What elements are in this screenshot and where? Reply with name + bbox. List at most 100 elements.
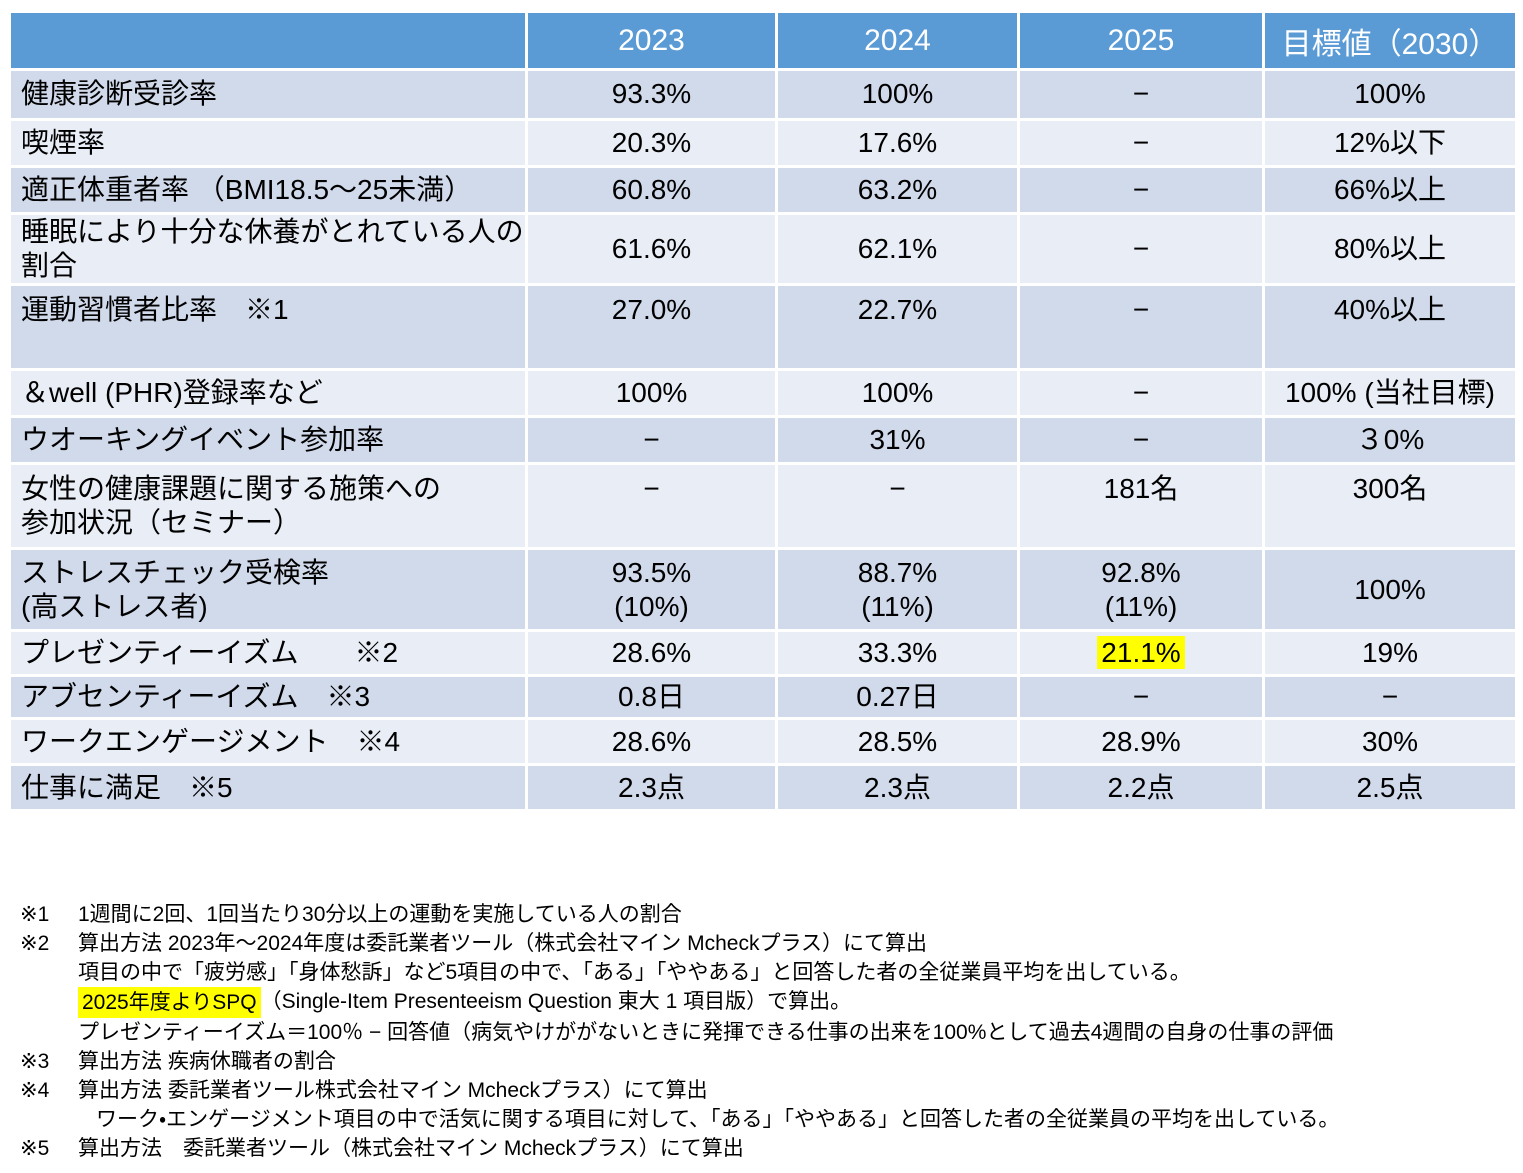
footnote-line: ※2 算出方法 2023年～2024年度は委託業者ツール（株式会社マイン Mche… — [20, 929, 1510, 958]
footnote-line: ※5 算出方法 委託業者ツール（株式会社マイン Mcheckプラス）にて算出 — [20, 1134, 1510, 1163]
value-cell: ３0% — [1262, 415, 1518, 466]
value-cell: 100% — [775, 368, 1020, 419]
table-row: アブセンティーイズム ※3 0.8日 0.27日 − − — [8, 674, 1518, 721]
footnote-highlighted-text: 2025年度よりSPQ — [78, 987, 261, 1018]
value-cell: − — [1017, 68, 1265, 121]
footnote-text: 算出方法 2023年～2024年度は委託業者ツール（株式会社マイン Mcheck… — [78, 932, 928, 955]
value-cell: 63.2% — [775, 165, 1020, 215]
footnote-text: 算出方法 疾病休職者の割合 — [78, 1050, 336, 1073]
row-label: ウオーキングイベント参加率 — [8, 415, 528, 466]
value-cell: 92.8% (11%) — [1017, 547, 1265, 633]
footnote-marker — [20, 987, 78, 1018]
value-cell: 61.6% — [525, 211, 778, 287]
value-cell: 0.8日 — [525, 674, 778, 721]
value-cell: 0.27日 — [775, 674, 1020, 721]
value-cell: 100% — [1262, 68, 1518, 121]
footnote-text: 算出方法 委託業者ツール（株式会社マイン Mcheckプラス）にて算出 — [78, 1137, 744, 1160]
table-row: ウオーキングイベント参加率 −31% −３0% — [8, 415, 1518, 466]
value-cell: 100% — [1262, 547, 1518, 633]
table-row: 喫煙率 20.3% 17.6% −12%以下 — [8, 118, 1518, 168]
value-cell: 300名 — [1262, 462, 1518, 551]
row-label: 仕事に満足 ※5 — [8, 763, 528, 813]
value-cell: 22.7% — [775, 283, 1020, 372]
value-cell: 28.5% — [775, 717, 1020, 767]
value-cell: 19% — [1262, 629, 1518, 678]
footnote-line: ※4 算出方法 委託業者ツール株式会社マイン Mcheckプラス）にて算出 — [20, 1076, 1510, 1105]
row-label: 適正体重者率 （BMI18.5～25未満） — [8, 165, 528, 215]
footnote-line: 項目の中で「疲労感」「身体愁訴」など5項目の中で、「ある」「ややある」と回答した… — [20, 958, 1510, 987]
footnote-line: ワーク・エンゲージメント項目の中で活気に関する項目に対して、「ある」「ややある」… — [20, 1105, 1510, 1134]
value-cell: − — [525, 415, 778, 466]
header-2025: 2025 — [1017, 10, 1265, 71]
value-cell: 62.1% — [775, 211, 1020, 287]
value-cell: 181名 — [1017, 462, 1265, 551]
header-2024: 2024 — [775, 10, 1020, 71]
value-cell: − — [1017, 368, 1265, 419]
header-row: 2023 2024 2025 目標値（2030） — [8, 10, 1518, 71]
table-body: 健康診断受診率 93.3% 100% −100% 喫煙率 20.3% 17.6% −12%以下… — [8, 68, 1518, 813]
value-cell: − — [775, 462, 1020, 551]
footnote-line: ※3 算出方法 疾病休職者の割合 — [20, 1047, 1510, 1076]
value-cell: 60.8% — [525, 165, 778, 215]
row-label: 喫煙率 — [8, 118, 528, 168]
value-cell: 88.7% (11%) — [775, 547, 1020, 633]
footnote-marker: ※4 — [20, 1079, 50, 1102]
value-cell: 17.6% — [775, 118, 1020, 168]
value-cell: − — [525, 462, 778, 551]
row-label: プレゼンティーイズム ※2 — [8, 629, 528, 678]
footnotes: ※1 1週間に2回、1回当たり30分以上の運動を実施している人の割合 ※2 算出方法 … — [20, 900, 1510, 1163]
value-cell: 100% — [775, 68, 1020, 121]
footnote-line: プレゼンティーイズム＝100％ − 回答値（病気やけががないときに発揮できる仕事… — [20, 1018, 1510, 1047]
value-cell: 21.1% — [1017, 629, 1265, 678]
table-row: プレゼンティーイズム ※2 28.6% 33.3% 21.1% 19% — [8, 629, 1518, 678]
value-cell: 80%以上 — [1262, 211, 1518, 287]
footnote-text: プレゼンティーイズム＝100％ − 回答値（病気やけががないときに発揮できる仕事… — [78, 1021, 1334, 1044]
table-row: 仕事に満足 ※5 2.3点 2.3点 2.2点 2.5点 — [8, 763, 1518, 813]
footnote-marker: ※3 — [20, 1050, 50, 1073]
footnote-text: 項目の中で「疲労感」「身体愁訴」など5項目の中で、「ある」「ややある」と回答した… — [78, 961, 1191, 984]
value-cell: 28.6% — [525, 717, 778, 767]
footnote-text: 1週間に2回、1回当たり30分以上の運動を実施している人の割合 — [78, 903, 682, 926]
table-row: ＆well (PHR)登録率など 100% 100% −100% (当社目標) — [8, 368, 1518, 419]
row-label: ストレスチェック受検率 (高ストレス者) — [8, 547, 528, 633]
value-cell: − — [1017, 211, 1265, 287]
value-cell: − — [1017, 415, 1265, 466]
health-metrics-table: 2023 2024 2025 目標値（2030） 健康診断受診率 93.3% 100… — [8, 10, 1518, 813]
header-2023: 2023 — [525, 10, 778, 71]
value-cell: − — [1017, 118, 1265, 168]
value-cell: 2.5点 — [1262, 763, 1518, 813]
value-cell: − — [1017, 283, 1265, 372]
table-row: 健康診断受診率 93.3% 100% −100% — [8, 68, 1518, 121]
row-label: ワークエンゲージメント ※4 — [8, 717, 528, 767]
footnote-text: ワーク・エンゲージメント項目の中で活気に関する項目に対して、「ある」「ややある」… — [96, 1108, 1340, 1131]
value-cell: 100% (当社目標) — [1262, 368, 1518, 419]
value-cell: 28.9% — [1017, 717, 1265, 767]
value-cell: 27.0% — [525, 283, 778, 372]
value-cell: − — [1262, 674, 1518, 721]
value-cell: 2.2点 — [1017, 763, 1265, 813]
header-target-2030: 目標値（2030） — [1262, 10, 1518, 71]
footnote-marker — [20, 958, 78, 987]
value-cell: 28.6% — [525, 629, 778, 678]
row-label: ＆well (PHR)登録率など — [8, 368, 528, 419]
row-label: 睡眠により十分な休養がとれている人の割合 — [8, 211, 528, 287]
value-cell: 20.3% — [525, 118, 778, 168]
value-cell: 31% — [775, 415, 1020, 466]
row-label: 健康診断受診率 — [8, 68, 528, 121]
row-label: 女性の健康課題に関する施策への 参加状況（セミナー） — [8, 462, 528, 551]
highlighted-value: 21.1% — [1097, 636, 1185, 670]
footnote-line: ※1 1週間に2回、1回当たり30分以上の運動を実施している人の割合 — [20, 900, 1510, 929]
value-cell: 2.3点 — [775, 763, 1020, 813]
footnote-marker: ※2 — [20, 932, 50, 955]
footnote-marker — [20, 1105, 96, 1134]
table-row: 睡眠により十分な休養がとれている人の割合 61.6% 62.1% −80%以上 — [8, 211, 1518, 287]
row-label: アブセンティーイズム ※3 — [8, 674, 528, 721]
table-row: ワークエンゲージメント ※4 28.6% 28.5% 28.9% 30% — [8, 717, 1518, 767]
footnote-marker — [20, 1018, 78, 1047]
footnote-text: 算出方法 委託業者ツール株式会社マイン Mcheckプラス）にて算出 — [78, 1079, 708, 1102]
value-cell: 66%以上 — [1262, 165, 1518, 215]
value-cell: 2.3点 — [525, 763, 778, 813]
footnote-text: （Single-Item Presenteeism Question 東大 1 … — [260, 990, 852, 1013]
footnote-line: 2025年度よりSPQ （Single-Item Presenteeism Que… — [20, 987, 1510, 1018]
table-row: 運動習慣者比率 ※1 27.0% 22.7% −40%以上 — [8, 283, 1518, 372]
